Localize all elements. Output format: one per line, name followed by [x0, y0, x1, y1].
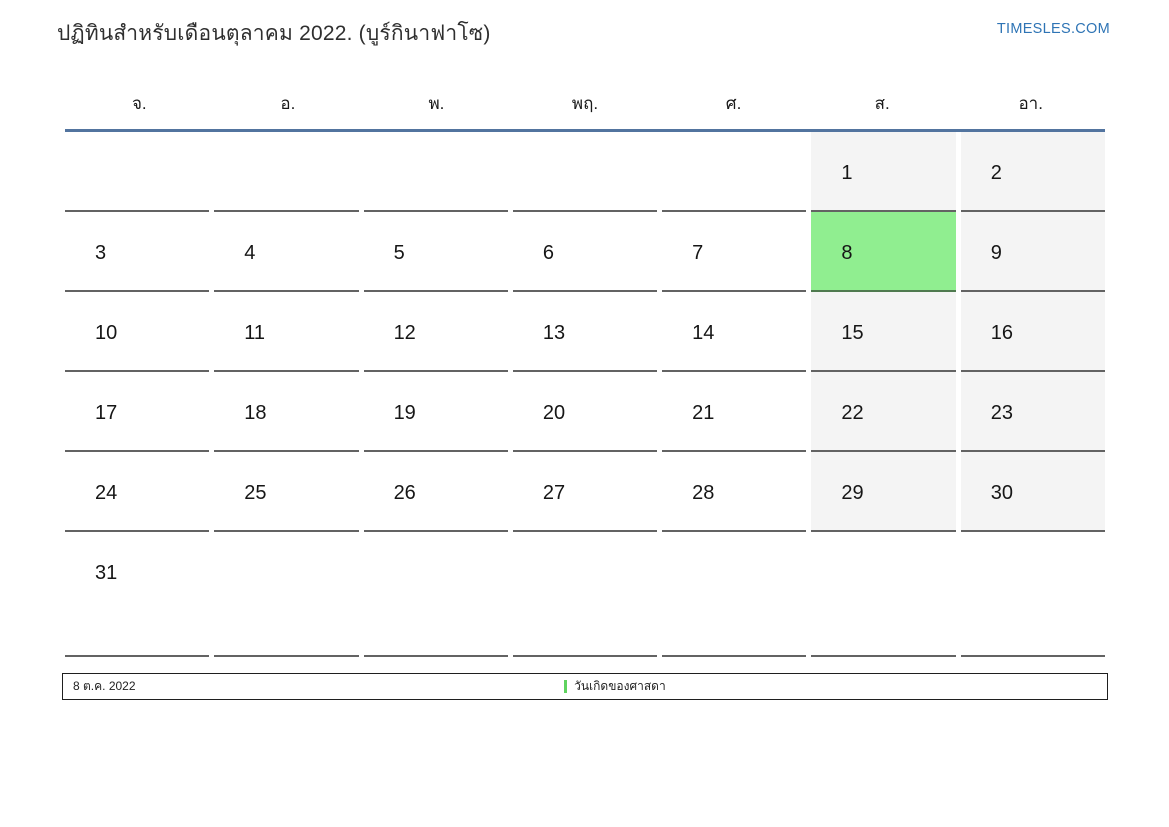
weekday-header-1: อ. — [280, 94, 296, 113]
header-separator-line — [65, 129, 1105, 132]
day-cell-empty — [960, 532, 1105, 657]
day-cell-16: 16 — [960, 292, 1105, 372]
day-cell-18: 18 — [214, 372, 359, 452]
day-cell-14: 14 — [662, 292, 807, 372]
legend-label: วันเกิดของศาสดา — [574, 679, 666, 693]
day-cell-7: 7 — [662, 212, 807, 292]
weekday-header-0: จ. — [131, 94, 147, 113]
day-cell-27: 27 — [512, 452, 658, 532]
site-link[interactable]: TIMESLES.COM — [996, 21, 1110, 37]
day-cell-2: 2 — [960, 132, 1105, 212]
day-cell-26: 26 — [363, 452, 508, 532]
day-cell-17: 17 — [65, 372, 210, 452]
day-cell-9: 9 — [960, 212, 1105, 292]
day-cell-empty — [811, 532, 956, 657]
day-cell-15: 15 — [811, 292, 956, 372]
day-cell-4: 4 — [214, 212, 359, 292]
day-cell-22: 22 — [811, 372, 956, 452]
day-cell-24: 24 — [65, 452, 210, 532]
day-cell-20: 20 — [512, 372, 658, 452]
day-cell-empty — [512, 532, 658, 657]
day-cell-30: 30 — [960, 452, 1105, 532]
day-cell-5: 5 — [363, 212, 508, 292]
day-cell-11: 11 — [214, 292, 359, 372]
footer-legend: วันเกิดของศาสดา — [564, 677, 666, 696]
footer-bar: 8 ต.ค. 2022 วันเกิดของศาสดา — [62, 673, 1108, 700]
footer-date: 8 ต.ค. 2022 — [73, 679, 136, 693]
day-cell-empty — [363, 132, 508, 212]
day-cell-21: 21 — [662, 372, 807, 452]
day-cell-28: 28 — [662, 452, 807, 532]
weekday-header-2: พ. — [428, 94, 445, 113]
day-cell-6: 6 — [512, 212, 658, 292]
day-cell-13: 13 — [512, 292, 658, 372]
day-cell-29: 29 — [811, 452, 956, 532]
day-cell-12: 12 — [363, 292, 508, 372]
day-cell-empty — [363, 532, 508, 657]
day-cell-23: 23 — [960, 372, 1105, 452]
day-cell-31: 31 — [65, 532, 210, 657]
calendar-grid: 1 2 3 4 5 6 7 8 9 10 11 12 13 14 15 16 17 18 19 20 21 22 23 24 2… — [65, 132, 1105, 657]
weekday-header-row: จ. อ. พ. พฤ. ศ. ส. อา. — [65, 85, 1105, 115]
weekday-header-5: ส. — [874, 94, 890, 113]
day-cell-empty — [214, 132, 359, 212]
weekday-header-6: อา. — [1018, 94, 1043, 113]
page-title: ปฏิทินสำหรับเดือนตุลาคม 2022. (บูร์กินาฟ… — [57, 22, 491, 45]
day-cell-highlighted-8: 8 — [811, 212, 956, 292]
day-cell-10: 10 — [65, 292, 210, 372]
day-cell-empty — [512, 132, 658, 212]
day-cell-25: 25 — [214, 452, 359, 532]
top-bar: ปฏิทินสำหรับเดือนตุลาคม 2022. (บูร์กินาฟ… — [57, 17, 1110, 50]
day-cell-3: 3 — [65, 212, 210, 292]
day-cell-empty — [662, 132, 807, 212]
day-cell-1: 1 — [811, 132, 956, 212]
weekday-header-4: ศ. — [725, 94, 742, 113]
day-cell-empty — [65, 132, 210, 212]
day-cell-empty — [662, 532, 807, 657]
weekday-header-3: พฤ. — [571, 94, 599, 113]
legend-color-bar — [564, 680, 568, 693]
day-cell-19: 19 — [363, 372, 508, 452]
legend-item-0: วันเกิดของศาสดา — [564, 677, 666, 696]
day-cell-empty — [214, 532, 359, 657]
